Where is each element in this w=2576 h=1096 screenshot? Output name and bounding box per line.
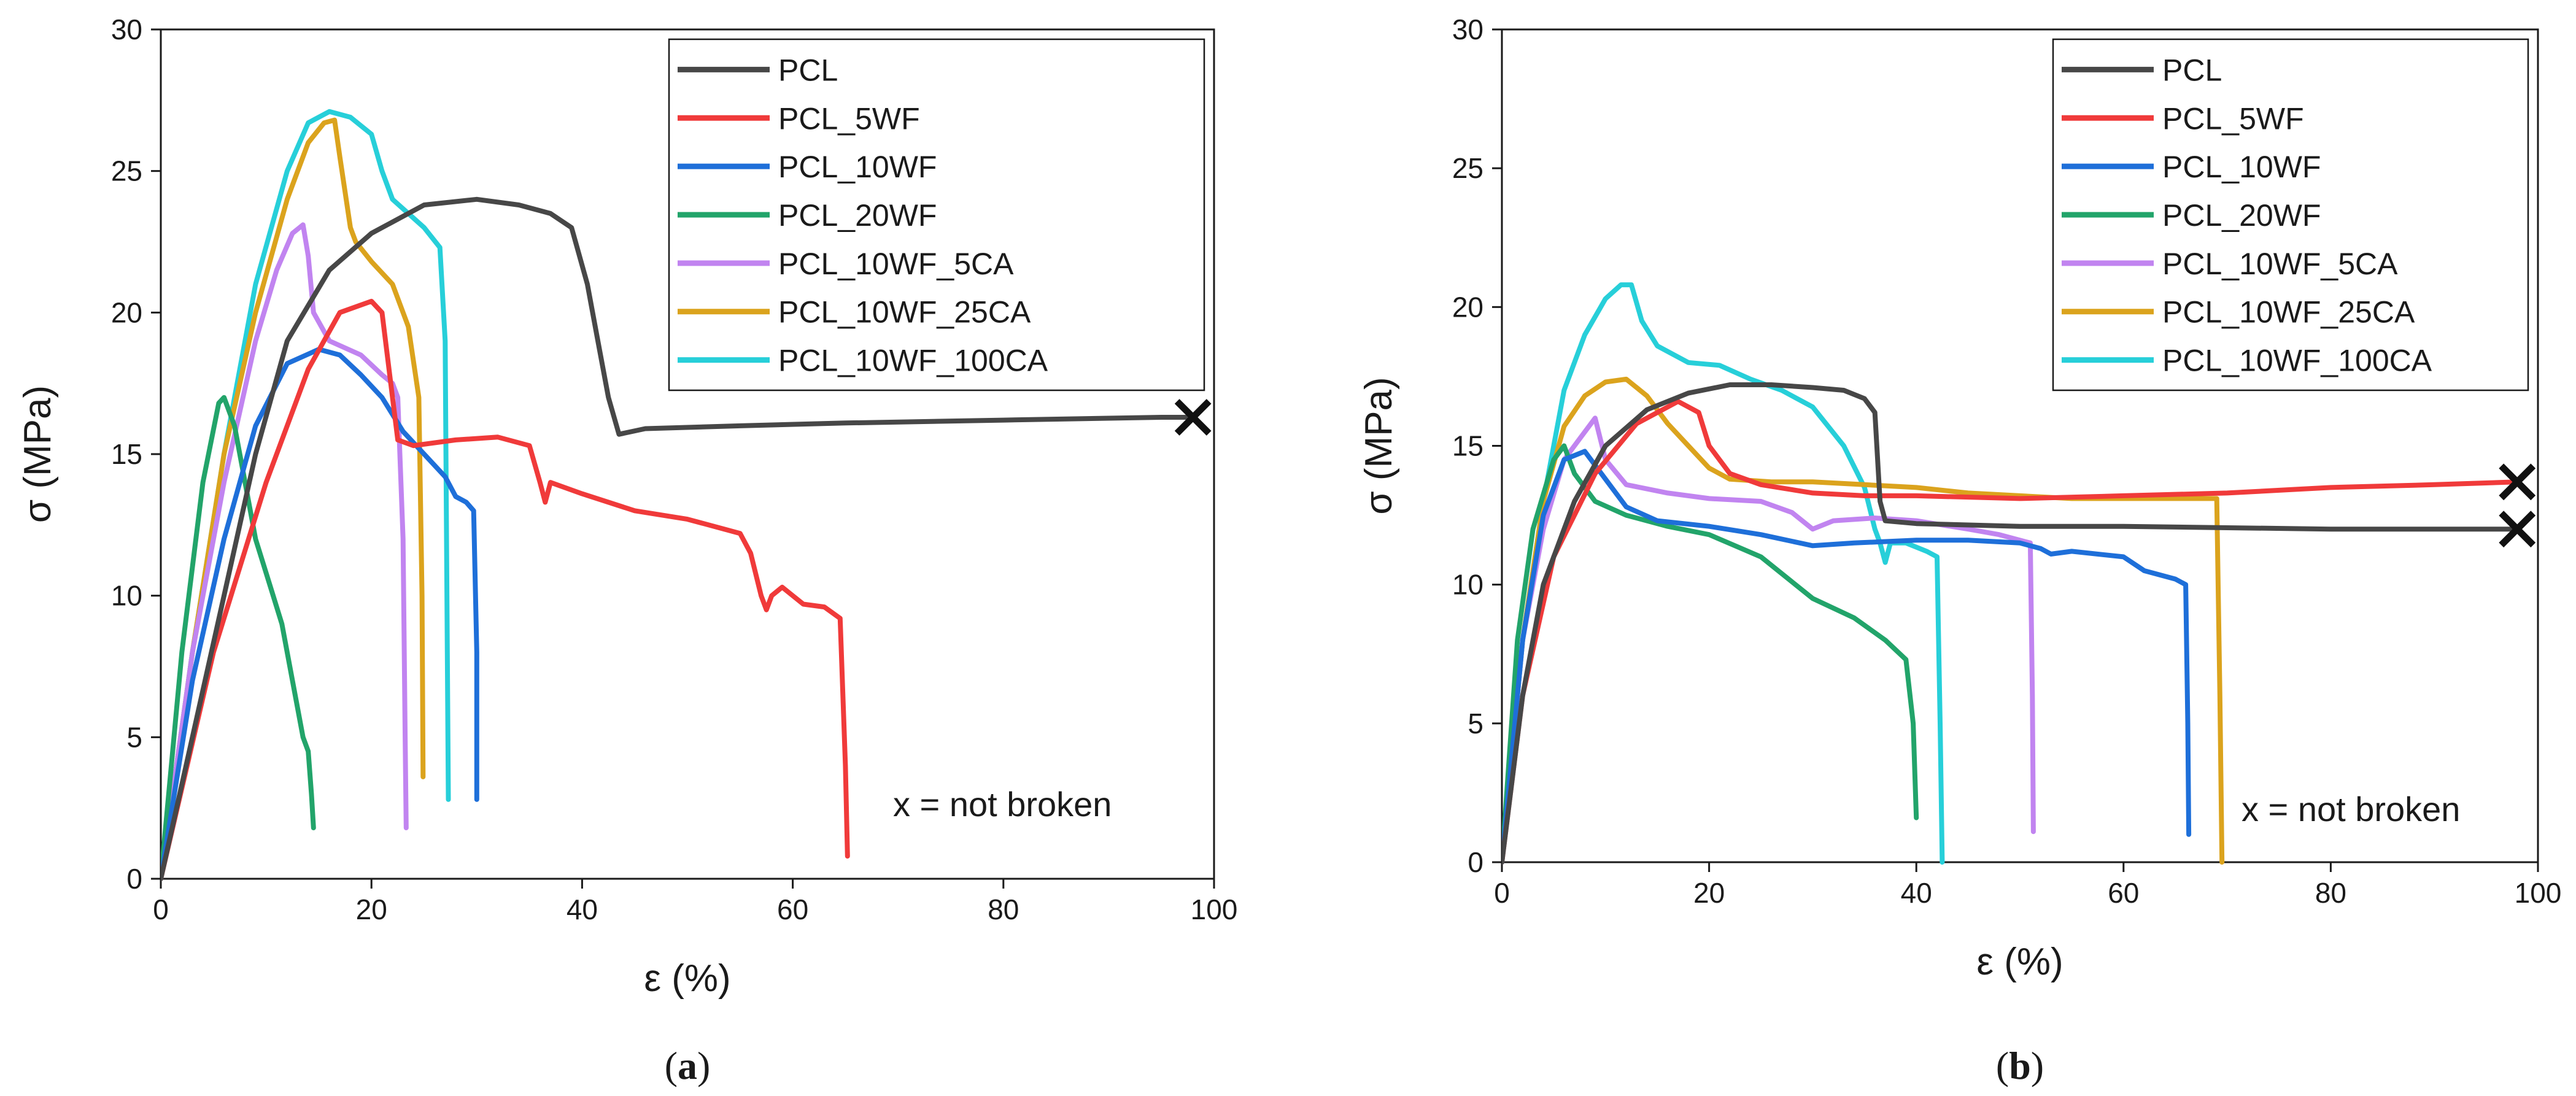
x-tick-label: 80 [2315,877,2346,909]
x-tick-label: 80 [988,893,1019,925]
legend-label: PCL_10WF_25CA [778,295,1031,330]
not-broken-marker [1174,399,1212,436]
x-tick-label: 20 [1693,877,1725,909]
x-tick-label: 40 [1901,877,1932,909]
legend-label: PCL_20WF [2162,198,2321,233]
y-tick-label: 15 [1452,430,1483,462]
y-tick-label: 0 [1468,846,1483,878]
y-tick-label: 10 [1452,569,1483,601]
series-group [1502,282,2520,865]
x-tick-label: 40 [567,893,598,925]
series-line-pcl-10wf-25ca [161,117,426,881]
y-tick-label: 15 [111,438,142,470]
x-tick-label: 60 [777,893,808,925]
x-axis-title: ε (%) [1976,941,2063,983]
series-line-pcl-10wf-5ca [161,222,409,881]
panel-label: (b) [1996,1044,2044,1087]
legend-label: PCL_5WF [778,101,920,136]
x-tick-label: 100 [2515,877,2562,909]
y-axis-title: σ (MPa) [1358,377,1400,514]
y-tick-label: 10 [111,580,142,612]
panel-a-chart: 0 20 40 60 80 100 0 5 10 15 20 25 30 ε (%) σ (MPa) PCL P… [17,14,1237,1087]
x-tick-label: 20 [356,893,387,925]
series-line-pcl-10wf [1502,449,2192,865]
x-tick-label: 60 [2108,877,2139,909]
series-line-pcl [1502,382,2520,865]
y-tick-label: 20 [1452,291,1483,323]
legend-label: PCL_10WF [778,150,937,184]
legend-label: PCL_10WF_100CA [2162,344,2432,378]
x-tick-label: 0 [153,893,169,925]
series-group [161,109,1196,881]
series-line-pcl-5wf [161,298,850,881]
series-line-pcl-5wf [1502,399,2520,865]
annotation-not-broken: x = not broken [893,785,1112,824]
legend-label: PCL_10WF_5CA [2162,247,2398,281]
y-tick-label: 30 [111,14,142,45]
x-tick-label: 100 [1191,893,1238,925]
series-line-pcl-10wf-5ca [1502,415,2036,865]
legend-label: PCL_10WF [2162,150,2321,184]
series-line-pcl-20wf [1502,443,1919,865]
series-line-pcl-10wf [161,347,479,881]
legend-label: PCL_10WF_5CA [778,247,1014,281]
y-tick-label: 5 [1468,708,1483,739]
y-axis-title: σ (MPa) [17,385,59,523]
series-line-pcl-10wf-100ca [1502,282,1945,865]
legend-label: PCL_10WF_25CA [2162,295,2415,330]
legend-label: PCL_5WF [2162,101,2304,136]
legend-label: PCL_10WF_100CA [778,344,1048,378]
not-broken-marker [2499,511,2536,548]
panel-b-chart: 0 20 40 60 80 100 0 5 10 15 20 25 30 ε (%) σ (MPa) PCL P… [1358,14,2561,1087]
legend-label: PCL_20WF [778,198,937,233]
x-tick-label: 0 [1494,877,1510,909]
legend-label: PCL [778,53,838,87]
panel-label: (a) [665,1044,711,1087]
y-tick-label: 25 [111,155,142,187]
y-tick-label: 30 [1452,14,1483,45]
y-tick-label: 25 [1452,152,1483,184]
x-axis-title: ε (%) [644,957,730,1000]
series-line-pcl-20wf [161,395,316,881]
y-tick-label: 20 [111,296,142,328]
y-tick-label: 0 [126,863,142,895]
not-broken-marker [2499,463,2536,501]
series-line-pcl-10wf-100ca [161,109,451,881]
annotation-not-broken: x = not broken [2241,790,2460,828]
y-tick-label: 5 [126,721,142,753]
series-line-pcl [161,196,1196,881]
legend-label: PCL [2162,53,2222,87]
